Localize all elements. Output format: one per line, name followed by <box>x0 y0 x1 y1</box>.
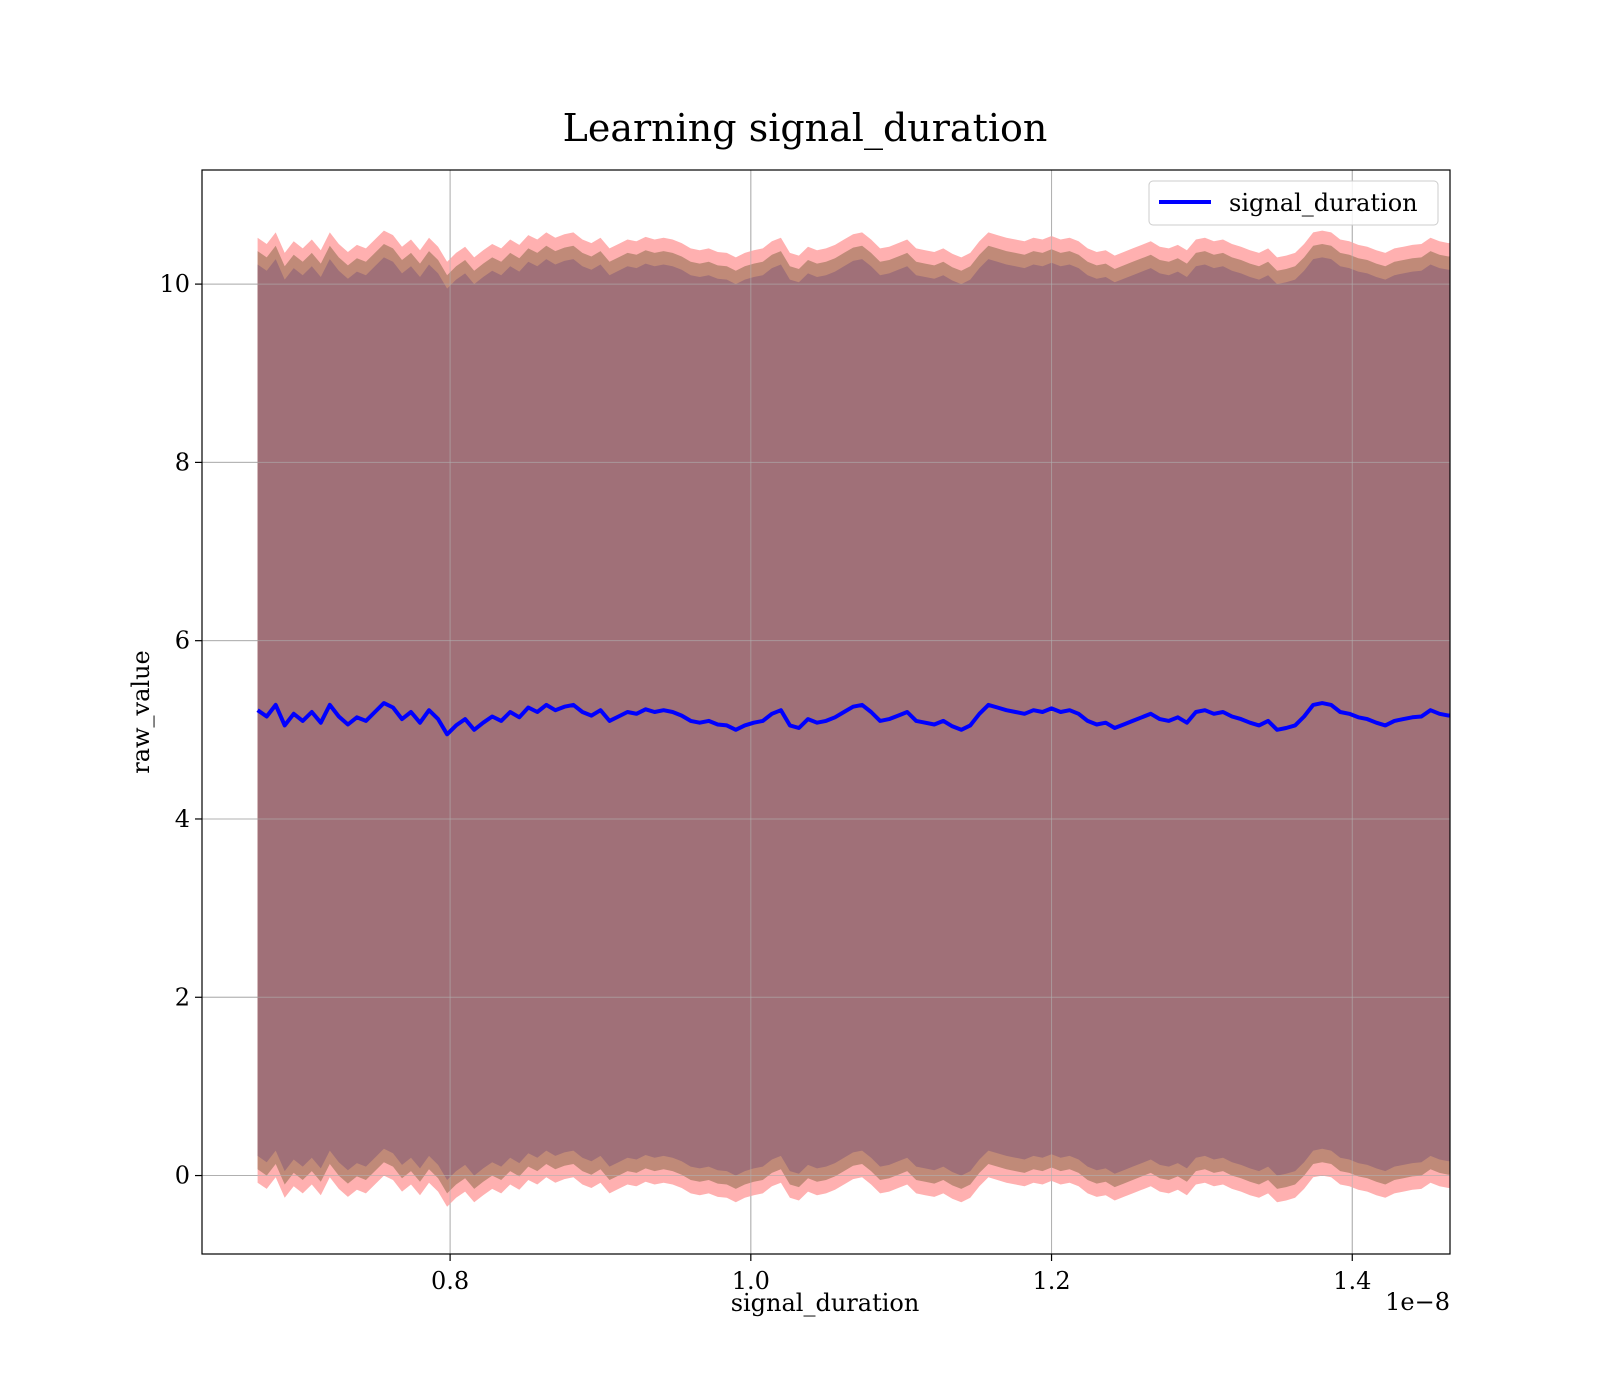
y-tick-label: 10 <box>159 270 190 298</box>
x-tick-label: 1.0 <box>732 1267 770 1295</box>
legend: signal_duration <box>1148 180 1439 226</box>
plot-frame <box>201 169 1451 1255</box>
chart-title: Learning signal_duration <box>563 106 1048 151</box>
y-axis-label: raw_value <box>127 650 155 774</box>
band-inner <box>257 257 1450 1180</box>
x-gridlines-over <box>449 170 1353 1254</box>
x-axis-label: signal_duration <box>731 1289 920 1317</box>
series-line-signal-duration <box>256 701 1450 737</box>
y-tick-label: 8 <box>175 448 190 476</box>
x-axis-offset-label: 1e−8 <box>1385 1288 1450 1316</box>
y-axis-ticks: 0 2 4 6 8 10 <box>159 270 202 1190</box>
x-tick-label: 0.8 <box>431 1267 469 1295</box>
y-tick-label: 4 <box>175 805 190 833</box>
y-tick-label: 2 <box>175 983 190 1011</box>
legend-box <box>1148 180 1439 226</box>
x-tick-label: 1.4 <box>1333 1267 1371 1295</box>
y-tick-label: 6 <box>175 627 190 655</box>
legend-label: signal_duration <box>1229 189 1418 217</box>
y-gridlines-over <box>202 283 1450 1177</box>
x-axis-ticks: 0.8 1.0 1.2 1.4 <box>431 1254 1371 1295</box>
x-tick-label: 1.2 <box>1032 1267 1070 1295</box>
y-tick-label: 0 <box>175 1162 190 1190</box>
